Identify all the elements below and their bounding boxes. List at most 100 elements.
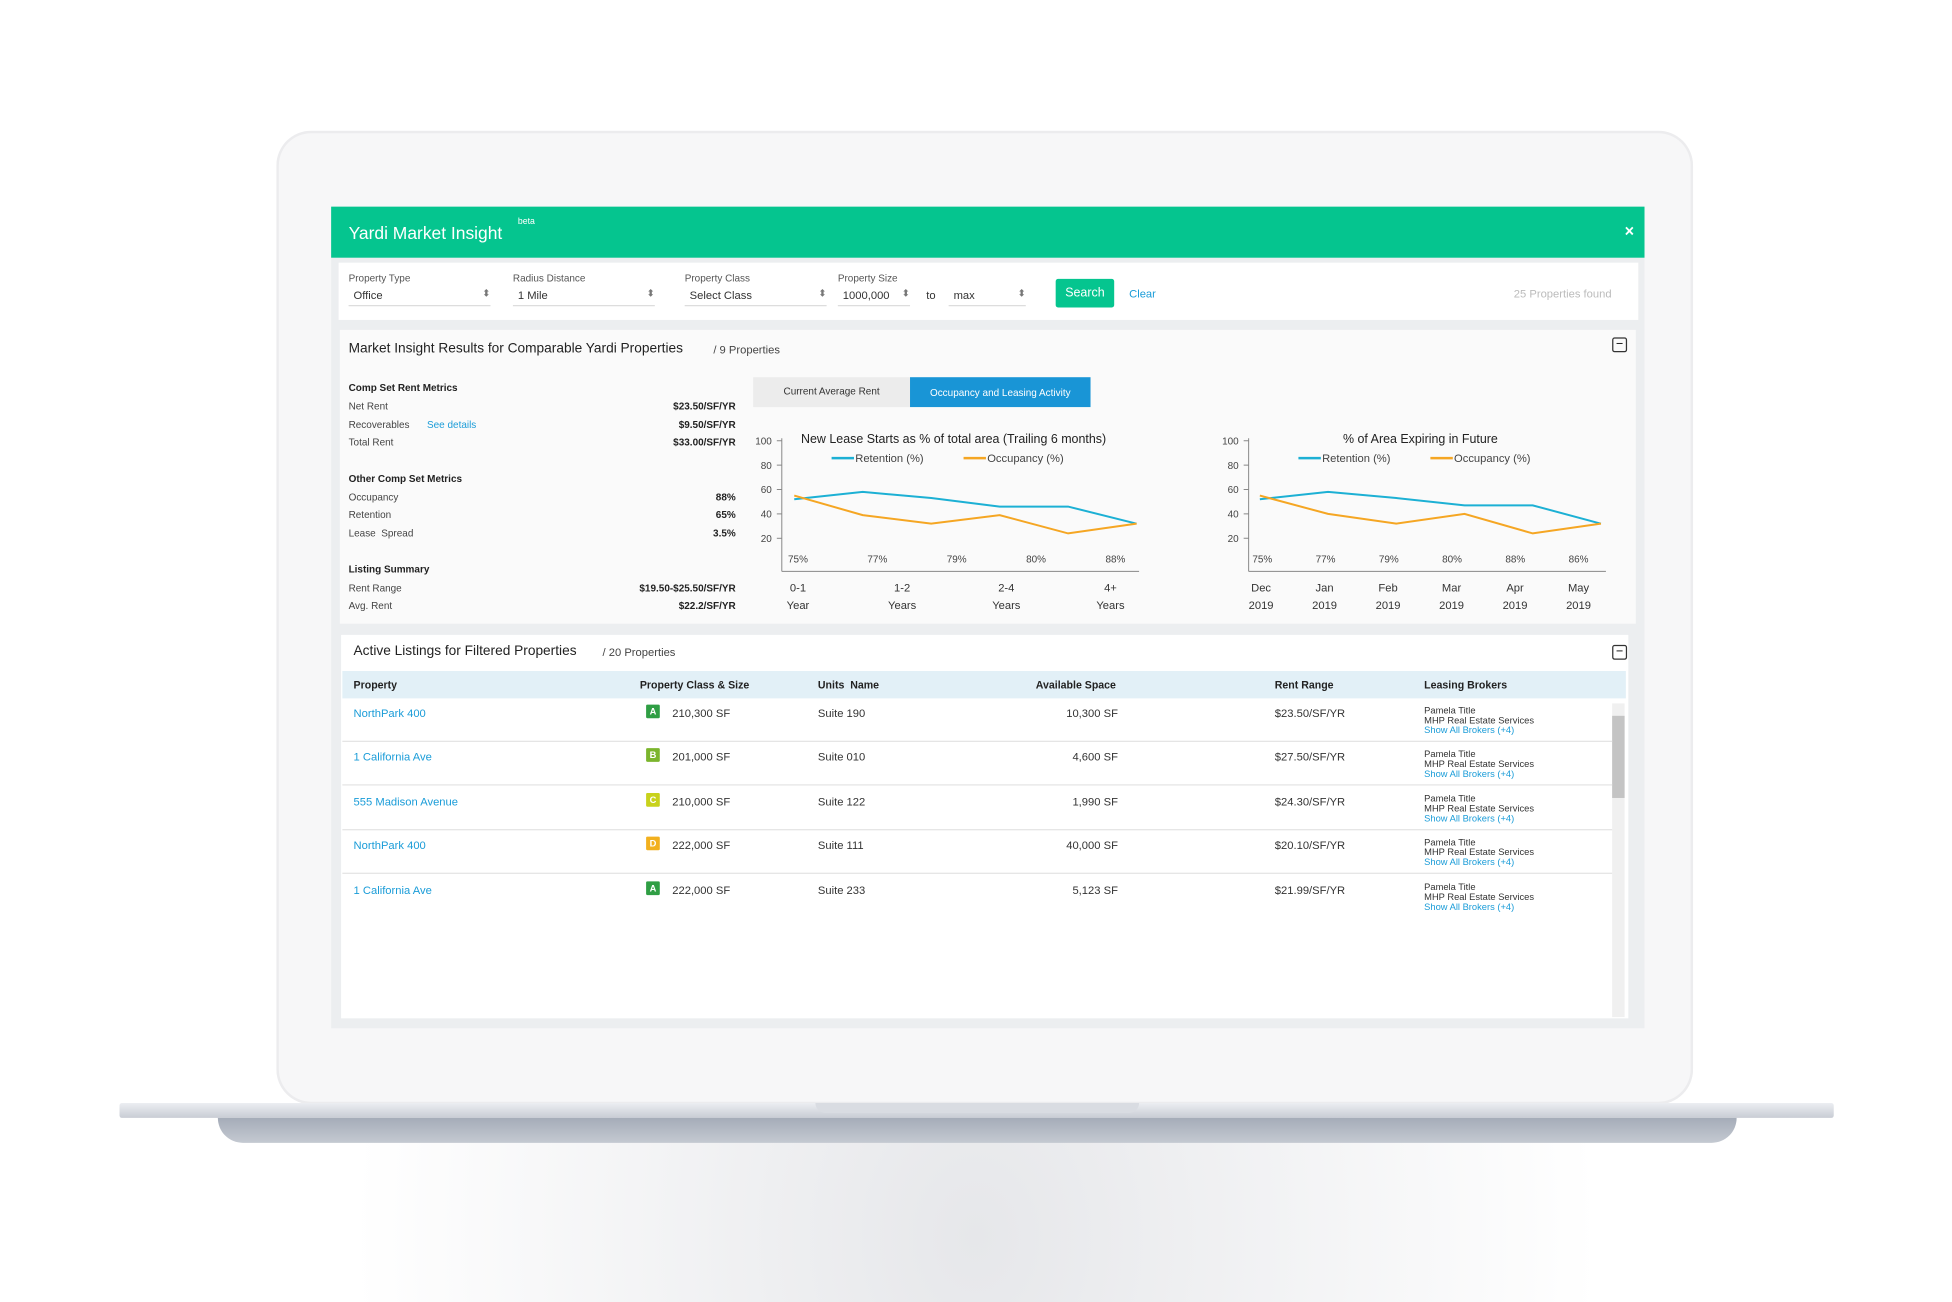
property-link[interactable]: NorthPark 400 [353, 707, 426, 720]
property-link[interactable]: 1 California Ave [353, 883, 432, 896]
broker: Pamela Title [1424, 792, 1476, 804]
row-divider [342, 872, 1613, 875]
chart-title: % of Area Expiring in Future [1343, 432, 1498, 446]
collapse-listings[interactable]: − [1612, 644, 1628, 660]
annotation: 88% [1105, 555, 1125, 566]
space: 4,600 SF [1072, 751, 1118, 764]
chart: % of Area Expiring in Future 20 40 60 80 100 R… [1222, 432, 1606, 612]
annotation: 75% [788, 555, 808, 566]
column-header: Leasing Brokers [1424, 678, 1508, 691]
annotation: 80% [1442, 555, 1462, 566]
column-header: Available Space [1035, 678, 1116, 691]
y-tick-label: 60 [1228, 485, 1240, 496]
company: MHP Real Estate Services [1424, 802, 1535, 814]
show-brokers[interactable]: Show All Brokers (+4) [1424, 900, 1515, 913]
space: 10,300 SF [1066, 707, 1118, 720]
metric-value: $23.50/SF/YR [673, 400, 736, 413]
company: MHP Real Estate Services [1424, 758, 1535, 770]
x-tick-label: May 2019 [1566, 582, 1591, 611]
rent: $21.99/SF/YR [1274, 883, 1346, 896]
metric-label: Rent Range [348, 582, 402, 594]
show-brokers[interactable]: Show All Brokers (+4) [1424, 724, 1515, 736]
table-header [342, 671, 1626, 699]
y-tick-label: 100 [1222, 436, 1239, 447]
size: 201,000 SF [672, 751, 731, 764]
annotation: 86% [1569, 555, 1589, 566]
rent: $23.50/SF/YR [1274, 707, 1346, 720]
size: 210,000 SF [672, 795, 731, 808]
class-badge: D [646, 836, 660, 851]
class-badge: A [646, 880, 660, 895]
select[interactable] [684, 288, 827, 307]
series-line [793, 494, 1137, 535]
annotation: 75% [1252, 555, 1272, 566]
select[interactable] [837, 288, 910, 307]
metric-label: Retention [348, 509, 392, 521]
rent: $20.10/SF/YR [1274, 839, 1346, 852]
filter-value: 1 Mile [517, 288, 548, 302]
series-line [1259, 494, 1602, 535]
show-brokers[interactable]: Show All Brokers (+4) [1424, 812, 1515, 824]
row-divider [342, 828, 1613, 831]
x-tick-label: 1-2 Years [888, 582, 917, 611]
row-divider [342, 784, 1613, 787]
show-brokers[interactable]: Show All Brokers (+4) [1424, 856, 1515, 868]
close-button[interactable]: × [1624, 221, 1635, 241]
filter-label: Property Class [684, 272, 751, 284]
metric-label: Lease Spread [348, 527, 414, 540]
column-header: Property [353, 678, 398, 691]
column-header: Rent Range [1274, 678, 1334, 691]
y-tick-label: 20 [1228, 534, 1240, 545]
chart-title: New Lease Starts as % of total area (Tra… [801, 432, 1106, 446]
scrollbar-thumb[interactable] [1612, 715, 1625, 798]
metric-value: $33.00/SF/YR [673, 437, 736, 449]
select[interactable] [348, 288, 490, 307]
y-tick-label: 80 [1228, 461, 1240, 472]
show-brokers[interactable]: Show All Brokers (+4) [1424, 768, 1515, 780]
found-count: 25 Properties found [1513, 287, 1612, 301]
chart: New Lease Starts as % of total area (Tra… [755, 432, 1140, 612]
tab[interactable]: Current Average Rent [753, 377, 911, 408]
beta-badge: beta [517, 217, 535, 227]
class-badge: A [646, 704, 660, 719]
see-details[interactable]: See details [427, 419, 477, 431]
property-link[interactable]: 555 Madison Avenue [353, 795, 459, 808]
x-tick-label: Feb 2019 [1376, 582, 1401, 611]
laptop-foot [217, 1117, 1737, 1143]
unit: Suite 010 [817, 751, 866, 764]
metric-label: Total Rent [348, 437, 394, 449]
annotation: 77% [867, 555, 887, 566]
metric-label: Net Rent [348, 400, 388, 413]
rent: $24.30/SF/YR [1274, 795, 1346, 808]
space: 40,000 SF [1066, 839, 1118, 852]
column-header: Property Class & Size [639, 678, 750, 691]
company: MHP Real Estate Services [1424, 890, 1535, 903]
clear-link[interactable]: Clear [1129, 287, 1156, 301]
select[interactable] [512, 288, 655, 307]
filter-value: Office [353, 288, 383, 302]
metric-label: Avg. Rent [348, 600, 393, 612]
x-tick-label: 2-4 Years [992, 582, 1021, 611]
annotation: 80% [1026, 555, 1046, 566]
separator: to [926, 288, 936, 302]
filter-label: Property Type [348, 272, 411, 284]
broker: Pamela Title [1424, 880, 1476, 893]
property-link[interactable]: NorthPark 400 [353, 839, 426, 852]
listings-count: / 20 Properties [602, 646, 676, 659]
group-title: Other Comp Set Metrics [348, 472, 463, 485]
results-title: Market Insight Results for Comparable Ya… [348, 341, 683, 357]
app-title: Yardi Market Insight [348, 222, 503, 243]
broker: Pamela Title [1424, 704, 1476, 716]
listings-panel [341, 634, 1629, 1019]
x-tick-label: 4+ Years [1096, 582, 1125, 611]
property-link[interactable]: 1 California Ave [353, 751, 432, 764]
metric-value: 65% [715, 509, 736, 521]
select[interactable] [948, 288, 1026, 307]
metric-value: $22.2/SF/YR [678, 600, 736, 612]
collapse-results[interactable]: − [1612, 337, 1628, 353]
metric-value: 3.5% [713, 527, 736, 540]
filter-value: Select Class [689, 288, 752, 302]
tab-active[interactable]: Occupancy and Leasing Activity [910, 377, 1091, 408]
search-button[interactable]: Search [1055, 278, 1115, 308]
